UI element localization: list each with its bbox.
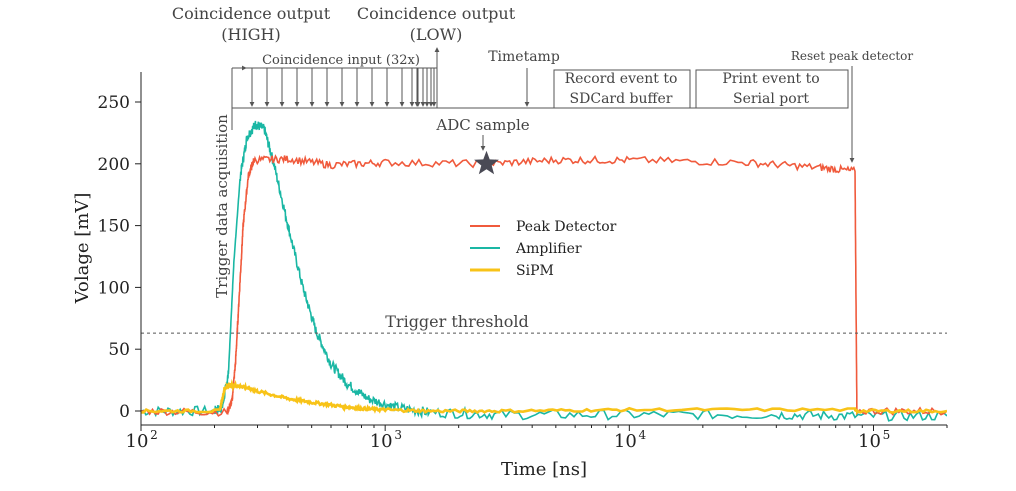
- y-axis-label: Volage [mV]: [72, 193, 93, 305]
- legend-label: Peak Detector: [516, 219, 617, 235]
- x-tick-label: 10: [858, 431, 881, 452]
- x-tick-exp: 4: [639, 428, 647, 442]
- x-tick-exp: 3: [394, 428, 402, 442]
- coinc-input-label: Coincidence input (32x): [262, 53, 420, 68]
- reset-label: Reset peak detector: [791, 49, 914, 63]
- series-sipm: [141, 378, 947, 415]
- x-tick-exp: 5: [883, 428, 891, 442]
- print-box: [695, 69, 849, 109]
- legend-label: SiPM: [516, 263, 554, 279]
- y-tick-label: 0: [119, 402, 130, 422]
- record-box: [553, 69, 691, 109]
- series-peak-detector: [141, 154, 947, 417]
- x-tick-label: 10: [614, 431, 637, 452]
- x-tick-label: 10: [370, 431, 393, 452]
- legend: Peak Detector Amplifier SiPM: [470, 219, 617, 279]
- y-ticks: 0 50 100 150 200 250: [98, 93, 141, 422]
- legend-label: Amplifier: [515, 241, 582, 257]
- x-axis-label: Time [ns]: [501, 459, 587, 480]
- coinc-high-line1: Coincidence output: [172, 4, 331, 23]
- x-tick-exp: 2: [150, 428, 158, 442]
- coinc-low-line2: (LOW): [410, 25, 463, 44]
- y-tick-label: 250: [98, 93, 130, 113]
- y-tick-label: 150: [98, 217, 130, 237]
- adc-label: ADC sample: [435, 116, 529, 134]
- series-amplifier: [141, 120, 947, 422]
- y-tick-label: 100: [98, 278, 130, 298]
- x-tick-label: 10: [126, 431, 149, 452]
- y-tick-label: 200: [98, 155, 130, 175]
- threshold-label: Trigger threshold: [385, 312, 528, 331]
- annotations: Coincidence output (HIGH) Coincidence ou…: [172, 4, 914, 298]
- print-line1: Print event to: [722, 71, 819, 87]
- record-line2: SDCard buffer: [570, 91, 673, 107]
- trigger-acq-label: Trigger data acquisition: [213, 114, 231, 298]
- x-ticks: 10 2 10 3 10 4 10 5: [126, 425, 948, 452]
- series-layer: [141, 120, 947, 422]
- record-line1: Record event to: [565, 71, 678, 87]
- coinc-high-line2: (HIGH): [221, 25, 281, 44]
- print-line2: Serial port: [733, 91, 809, 107]
- input-arrows: [246, 67, 437, 107]
- timestamp-label: Timetamp: [488, 49, 560, 65]
- coinc-low-line1: Coincidence output: [357, 4, 516, 23]
- adc-sample-star: [474, 150, 499, 175]
- y-tick-label: 50: [108, 340, 130, 360]
